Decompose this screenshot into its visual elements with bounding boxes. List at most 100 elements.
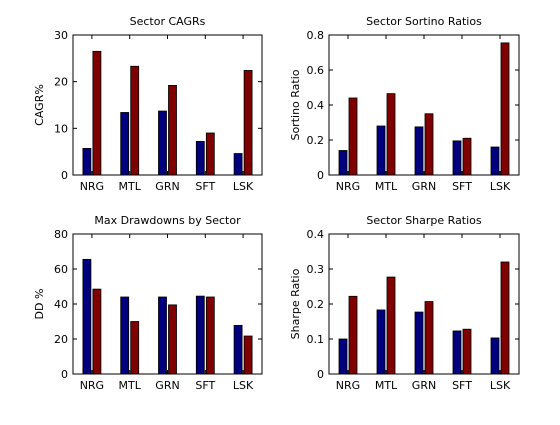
bar-lsk-series-1 <box>490 146 500 176</box>
y-tick-label: 0.6 <box>307 64 325 77</box>
x-tick-label-grn: GRN <box>155 379 179 392</box>
x-tick-label-mtl: MTL <box>119 180 142 193</box>
x-tick-label-nrg: NRG <box>80 180 104 193</box>
y-tick-label: 0 <box>317 368 324 381</box>
bar-lsk-series-1 <box>233 324 243 375</box>
chart-title: Sector Sortino Ratios <box>366 15 482 28</box>
x-tick-label-grn: GRN <box>412 379 436 392</box>
bar-nrg-series-2 <box>348 97 358 176</box>
bar-nrg-series-1 <box>82 258 92 375</box>
bars <box>338 42 510 176</box>
y-axis-label: CAGR% <box>33 84 46 126</box>
bar-lsk-series-2 <box>243 335 253 375</box>
x-tick-label-grn: GRN <box>155 180 179 193</box>
bar-lsk-series-2 <box>500 261 510 375</box>
bar-nrg-series-2 <box>348 295 358 375</box>
bar-grn-series-1 <box>158 296 167 375</box>
y-ticks: 0 0.1 0.2 0.3 0.4 <box>307 228 519 381</box>
x-ticks: NRG MTL GRN SFT LSK <box>336 35 511 193</box>
y-tick-label: 60 <box>54 263 68 276</box>
bar-mtl-series-2 <box>130 321 140 375</box>
bar-mtl-series-1 <box>120 296 130 375</box>
bar-mtl-series-1 <box>376 125 386 176</box>
x-tick-label-nrg: NRG <box>80 379 104 392</box>
bar-sft-series-2 <box>205 132 215 176</box>
x-tick-label-sft: SFT <box>195 379 215 392</box>
bar-mtl-series-2 <box>130 65 140 176</box>
y-tick-label: 0 <box>61 368 68 381</box>
bar-nrg-series-1 <box>338 338 348 375</box>
x-ticks: NRG MTL GRN SFT LSK <box>80 234 254 392</box>
x-tick-label-lsk: LSK <box>490 180 511 193</box>
subplot-sortino: Sector Sortino Ratios Sortino Ratio 0 0.2… <box>289 15 520 193</box>
y-tick-label: 10 <box>54 122 68 135</box>
bar-mtl-series-2 <box>386 276 396 375</box>
y-tick-label: 0.4 <box>307 99 325 112</box>
subplot-drawdown: Max Drawdowns by Sector DD % 0 20 40 60 80 N… <box>33 214 263 392</box>
x-tick-label-sft: SFT <box>452 379 472 392</box>
x-tick-label-lsk: LSK <box>233 180 254 193</box>
bar-nrg-series-2 <box>92 50 102 176</box>
x-ticks: NRG MTL GRN SFT LSK <box>336 234 511 392</box>
chart-title: Sector Sharpe Ratios <box>366 214 482 227</box>
bar-mtl-series-1 <box>120 112 130 176</box>
bar-grn-series-2 <box>424 113 434 176</box>
y-ticks: 0 10 20 30 <box>54 29 262 182</box>
y-tick-label: 20 <box>54 333 68 346</box>
y-tick-label: 40 <box>54 298 68 311</box>
y-tick-label: 0.3 <box>307 263 325 276</box>
y-tick-label: 0.2 <box>307 298 325 311</box>
bar-nrg-series-2 <box>92 288 102 375</box>
chart-title: Sector CAGRs <box>130 15 206 28</box>
bar-sft-series-2 <box>205 296 215 375</box>
bar-lsk-series-1 <box>490 337 500 375</box>
y-ticks: 0 20 40 60 80 <box>54 228 262 381</box>
x-tick-label-grn: GRN <box>412 180 436 193</box>
bar-sft-series-1 <box>195 295 205 375</box>
bar-grn-series-1 <box>414 311 424 375</box>
y-tick-label: 0.2 <box>307 134 325 147</box>
x-tick-label-nrg: NRG <box>336 379 360 392</box>
y-tick-label: 20 <box>54 76 68 89</box>
y-tick-label: 80 <box>54 228 68 241</box>
bar-mtl-series-2 <box>386 93 396 176</box>
bar-sft-series-1 <box>195 140 205 176</box>
y-tick-label: 30 <box>54 29 68 42</box>
x-tick-label-mtl: MTL <box>119 379 142 392</box>
bar-sft-series-1 <box>452 140 462 176</box>
y-tick-label: 0.1 <box>307 333 325 346</box>
subplot-sharpe: Sector Sharpe Ratios Sharpe Ratio 0 0.1 0.… <box>289 214 520 392</box>
x-tick-label-mtl: MTL <box>375 379 398 392</box>
y-ticks: 0 0.2 0.4 0.6 0.8 <box>307 29 519 182</box>
bar-grn-series-2 <box>168 85 177 176</box>
y-tick-label: 0 <box>61 169 68 182</box>
bar-grn-series-2 <box>424 301 434 375</box>
y-axis-label: Sharpe Ratio <box>289 268 302 339</box>
bar-nrg-series-1 <box>82 147 92 176</box>
bar-sft-series-2 <box>462 328 472 375</box>
x-tick-label-mtl: MTL <box>375 180 398 193</box>
x-tick-label-lsk: LSK <box>233 379 254 392</box>
bar-lsk-series-1 <box>233 153 243 176</box>
x-tick-label-nrg: NRG <box>336 180 360 193</box>
y-tick-label: 0.4 <box>307 228 325 241</box>
y-axis-label: DD % <box>33 289 46 320</box>
bar-lsk-series-2 <box>243 70 253 176</box>
bar-grn-series-1 <box>414 126 424 176</box>
x-tick-label-lsk: LSK <box>490 379 511 392</box>
bar-sft-series-1 <box>452 330 462 375</box>
bar-mtl-series-1 <box>376 309 386 375</box>
bar-grn-series-1 <box>158 110 167 176</box>
x-ticks: NRG MTL GRN SFT LSK <box>80 35 254 193</box>
bar-sft-series-2 <box>462 137 472 176</box>
chart-title: Max Drawdowns by Sector <box>94 214 241 227</box>
y-tick-label: 0.8 <box>307 29 325 42</box>
bar-nrg-series-1 <box>338 150 348 176</box>
y-tick-label: 0 <box>317 169 324 182</box>
x-tick-label-sft: SFT <box>452 180 472 193</box>
bar-lsk-series-2 <box>500 42 510 176</box>
subplot-cagr: Sector CAGRs CAGR% 0 10 20 30 NRG MTL GRN SFT L… <box>33 15 263 193</box>
bar-grn-series-2 <box>168 304 177 375</box>
